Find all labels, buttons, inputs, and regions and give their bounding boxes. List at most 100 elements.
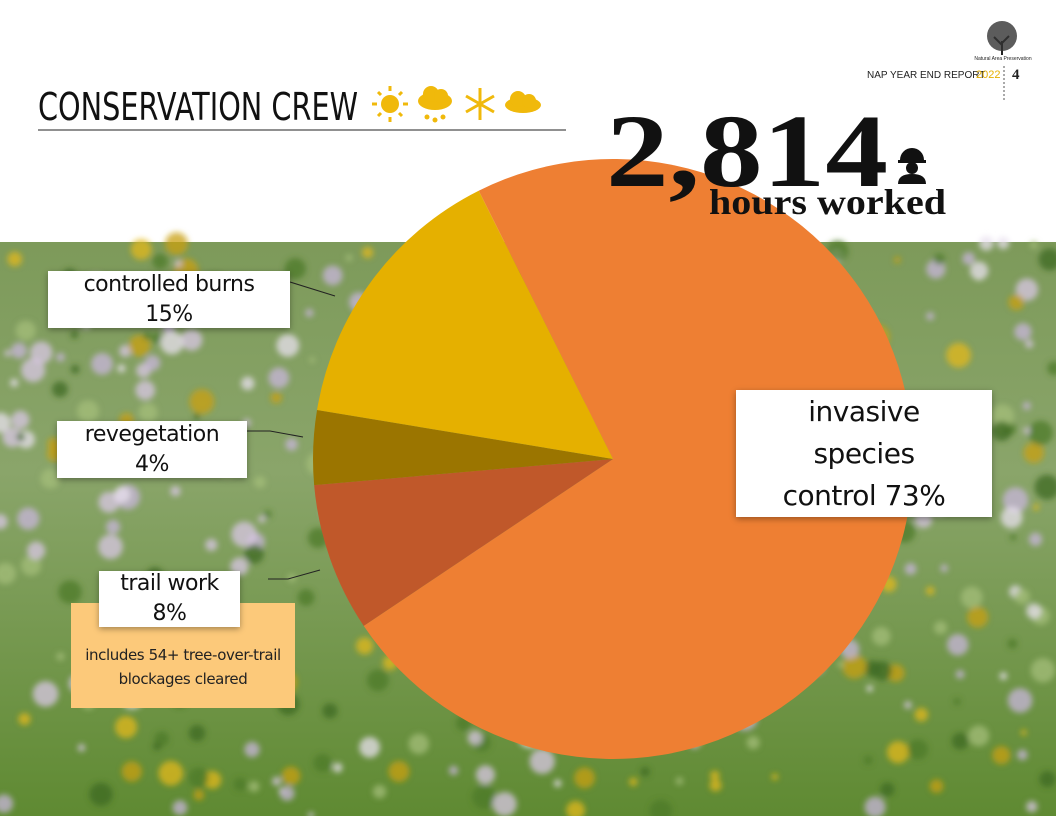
category-name: invasive species control <box>782 394 921 512</box>
flower <box>305 308 314 318</box>
flower <box>113 486 131 503</box>
flower <box>1026 603 1042 619</box>
flower <box>649 799 673 816</box>
value-label: 8% <box>152 601 187 626</box>
flower <box>188 767 209 788</box>
flower <box>863 755 873 765</box>
flower <box>135 380 156 401</box>
flower <box>20 555 42 576</box>
flower <box>1000 506 1023 529</box>
flower <box>152 742 162 751</box>
flower <box>253 476 266 489</box>
flower <box>70 364 80 374</box>
flower <box>709 770 720 781</box>
flower <box>1023 427 1031 435</box>
flower <box>529 748 555 775</box>
flower <box>709 779 722 792</box>
category-name: trail work <box>120 571 219 596</box>
flower <box>70 330 79 339</box>
flower <box>990 404 1015 429</box>
flower <box>940 564 949 573</box>
flower <box>0 514 8 530</box>
value-label: 4% <box>135 451 169 477</box>
flower <box>997 236 1010 250</box>
flower <box>356 637 374 655</box>
flower <box>388 760 410 783</box>
flower <box>872 626 891 646</box>
slice-label: revegetation 4% <box>57 421 247 478</box>
flower <box>0 562 17 585</box>
flower <box>962 252 976 265</box>
flower <box>1008 294 1025 311</box>
flower <box>27 541 46 560</box>
flower <box>258 515 266 523</box>
flower <box>1039 770 1056 788</box>
flower <box>1020 729 1027 736</box>
flower <box>492 791 517 816</box>
chart-title: CONSERVATION CREW <box>38 85 358 129</box>
flower <box>1002 487 1029 514</box>
flower <box>16 432 26 442</box>
flower <box>332 762 343 773</box>
flower <box>991 421 1012 442</box>
flower <box>574 767 595 789</box>
flower <box>640 767 650 777</box>
flower <box>934 621 948 635</box>
flower <box>4 349 11 357</box>
flower <box>297 589 315 606</box>
flower <box>307 812 315 816</box>
flower <box>1017 749 1028 761</box>
flower <box>172 800 188 816</box>
flower <box>969 261 989 280</box>
flower <box>170 485 181 497</box>
logo-text: Natural Area Preservation <box>974 56 1031 62</box>
flower <box>0 412 11 433</box>
flower <box>893 256 901 264</box>
flower <box>180 329 203 351</box>
flower <box>1032 503 1040 511</box>
value-label: 73% <box>884 478 946 512</box>
flower <box>322 265 343 286</box>
flower <box>926 312 935 321</box>
page-number: 4 <box>1012 67 1020 83</box>
flower <box>158 760 184 786</box>
leader-line <box>247 430 304 438</box>
flower <box>553 779 562 788</box>
flower <box>946 633 969 656</box>
flower <box>77 743 86 752</box>
flower <box>21 357 46 383</box>
flower <box>174 259 182 268</box>
flower <box>475 765 496 785</box>
flower <box>1030 658 1056 683</box>
flower <box>886 741 910 764</box>
pie-slice <box>363 159 913 760</box>
flower <box>313 754 332 773</box>
flower <box>130 238 152 260</box>
flower <box>40 468 61 489</box>
flower <box>1026 800 1038 813</box>
flower <box>17 507 40 530</box>
category-name: revegetation <box>84 421 220 447</box>
flower <box>1038 248 1056 271</box>
flower <box>472 785 496 809</box>
flower <box>165 232 188 256</box>
flower <box>866 684 874 692</box>
flower <box>248 781 260 792</box>
value-label: 15% <box>145 301 193 327</box>
flower <box>309 356 316 363</box>
flower <box>15 320 36 341</box>
flower <box>7 251 23 267</box>
flower <box>193 789 205 801</box>
flower <box>142 331 152 340</box>
flower <box>98 534 123 560</box>
slice-label-text: controlled burns 15% <box>58 270 280 330</box>
flower <box>77 400 99 423</box>
flower <box>272 776 282 786</box>
slice-label-text: trail work 8% <box>109 569 230 629</box>
flower <box>56 352 66 362</box>
slice-label: controlled burns 15% <box>48 271 290 328</box>
flower <box>152 253 168 270</box>
flower <box>979 236 994 251</box>
